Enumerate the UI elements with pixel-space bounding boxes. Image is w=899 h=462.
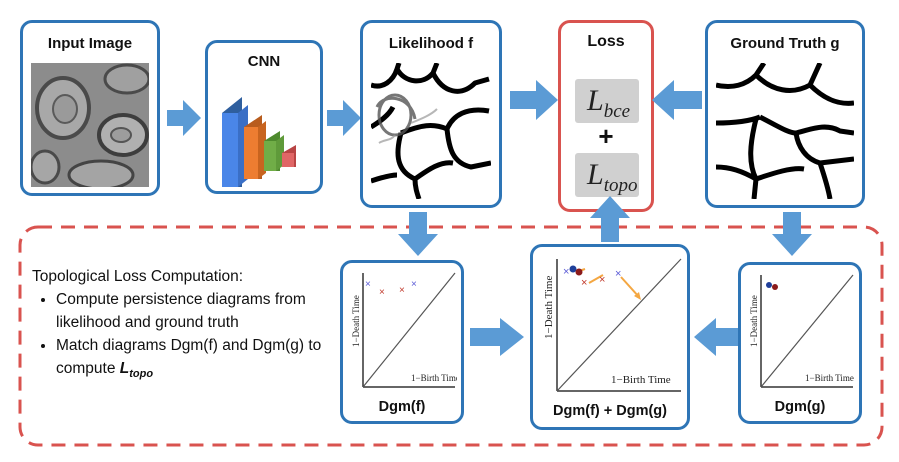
description-heading: Topological Loss Computation: — [32, 268, 244, 285]
dgm-combined-box: 1−Death Time 1−Birth Time × × × × Dgm(f)… — [530, 244, 690, 430]
dgm-f-plot: 1−Death Time 1−Birth Time × × × × — [351, 272, 457, 388]
description-bullet-2-text: Match diagrams Dgm(f) and Dgm(g) to comp… — [56, 337, 322, 377]
dgm-combined-plot: 1−Death Time 1−Birth Time × × × × — [543, 258, 682, 392]
arrow-likelihood-to-loss — [510, 80, 558, 120]
topological-loss-description: Topological Loss Computation: Compute pe… — [32, 265, 332, 386]
description-ltopo-term: Ltopo — [119, 360, 154, 381]
dgm-g-label: Dgm(g) — [774, 399, 826, 415]
loss-bce-main: L — [587, 84, 604, 117]
combined-point-g — [575, 268, 583, 276]
dgm-combined-xlabel: 1−Birth Time — [611, 374, 671, 386]
dgm-f-point: × — [365, 279, 371, 290]
description-ltopo-sub: topo — [129, 368, 154, 381]
loss-topo-main: L — [587, 158, 604, 191]
loss-topo-term: Ltopo — [575, 153, 639, 197]
dgm-g-point — [772, 284, 778, 290]
likelihood-map-picture — [371, 63, 491, 199]
loss-topo-sub: topo — [603, 175, 638, 196]
dgm-f-xlabel: 1−Birth Time — [411, 373, 457, 383]
arrow-combined-to-loss — [590, 196, 630, 242]
dgm-f-point: × — [379, 287, 385, 298]
match-arrowhead — [634, 292, 641, 300]
combined-point-f: × — [563, 266, 569, 278]
likelihood-title: Likelihood f — [388, 35, 474, 52]
combined-point-g — [569, 265, 577, 273]
dgm-f-box: 1−Death Time 1−Birth Time × × × × Dgm(f) — [340, 260, 464, 424]
arrow-gt-to-loss — [652, 80, 702, 120]
combined-point-f: × — [615, 268, 621, 280]
dgm-g-box: 1−Death Time 1−Birth Time Dgm(g) — [738, 262, 862, 424]
dgm-f-label: Dgm(f) — [378, 399, 426, 415]
loss-plus: + — [598, 121, 614, 151]
cnn-box: CNN — [205, 40, 323, 194]
input-image-title: Input Image — [47, 35, 133, 52]
combined-point-f: × — [599, 274, 605, 286]
dgm-g-xlabel: 1−Birth Time — [805, 373, 854, 383]
dgm-combined-label: Dgm(f) + Dgm(g) — [553, 403, 667, 419]
description-bullet-1: Compute persistence diagrams from likeli… — [56, 288, 332, 334]
dgm-f-point: × — [399, 285, 405, 296]
cnn-title: CNN — [247, 53, 281, 70]
match-line — [588, 274, 604, 284]
cnn-layers-icon — [222, 97, 296, 187]
arrow-gt-to-dgm-g — [772, 212, 812, 256]
loss-title: Loss — [587, 33, 625, 50]
loss-bce-sub: bce — [603, 101, 631, 122]
likelihood-box: Likelihood f — [360, 20, 502, 208]
dgm-g-plot: 1−Death Time 1−Birth Time — [749, 274, 854, 388]
description-list: Compute persistence diagrams from likeli… — [32, 288, 332, 386]
dgm-f-ylabel: 1−Death Time — [351, 295, 361, 347]
input-image-box: Input Image — [20, 20, 160, 196]
combined-point-f: × — [581, 277, 587, 289]
input-image-picture — [31, 63, 149, 187]
description-bullet-1-text: Compute persistence diagrams from likeli… — [56, 291, 306, 331]
ground-truth-box: Ground Truth g — [705, 20, 865, 208]
description-ltopo-main: L — [119, 360, 130, 377]
dgm-g-ylabel: 1−Death Time — [749, 295, 759, 347]
arrow-cnn-to-likelihood — [327, 100, 361, 136]
description-bullet-2: Match diagrams Dgm(f) and Dgm(g) to comp… — [56, 334, 332, 386]
arrow-input-to-cnn — [167, 100, 201, 136]
arrow-dgm-g-to-combined — [694, 318, 738, 356]
dgm-f-point: × — [411, 279, 417, 290]
ground-truth-title: Ground Truth g — [730, 35, 840, 52]
arrow-likelihood-to-dgm-f — [398, 212, 438, 256]
dgm-g-point — [766, 282, 772, 288]
loss-bce-term: Lbce — [575, 79, 639, 123]
match-line — [620, 276, 640, 298]
ground-truth-picture — [716, 63, 854, 199]
dgm-combined-ylabel: 1−Death Time — [543, 276, 555, 339]
loss-box: Loss Lbce + Ltopo — [558, 20, 654, 212]
arrow-dgm-f-to-combined — [470, 318, 524, 356]
